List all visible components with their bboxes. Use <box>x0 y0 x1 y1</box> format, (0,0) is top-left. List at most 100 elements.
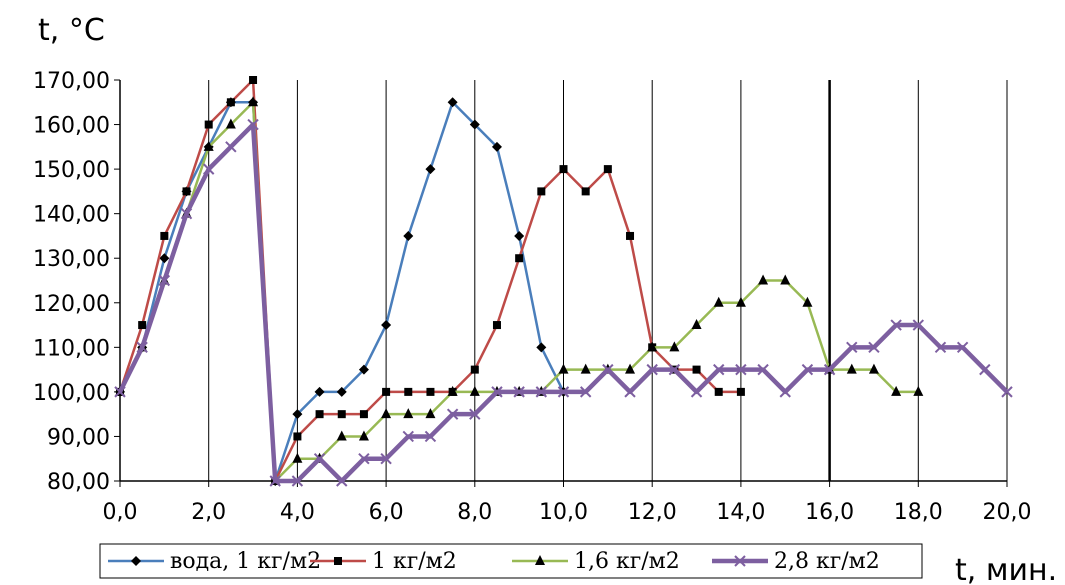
data-point <box>557 386 570 398</box>
data-point <box>558 363 569 374</box>
data-point <box>913 385 924 396</box>
data-point <box>226 98 235 107</box>
x-tick-label: 18,0 <box>894 500 943 525</box>
legend-item: 1 кг/м2 <box>310 549 457 574</box>
x-tick-labels: 0,0 2,0 4,0 6,0 8,0 10,0 12,0 14,0 16,0 18,0 20,0 <box>103 500 1032 525</box>
data-point <box>956 341 969 354</box>
data-point <box>624 386 636 398</box>
data-point <box>314 386 325 397</box>
data-point <box>780 274 791 285</box>
data-point <box>381 320 392 331</box>
data-point <box>292 452 303 463</box>
data-point <box>293 432 302 441</box>
x-tick-label: 12,0 <box>628 500 677 525</box>
legend-label: вода, 1 кг/м2 <box>170 549 321 574</box>
data-point <box>535 386 548 398</box>
x-tick-label: 2,0 <box>191 500 226 525</box>
data-point <box>1001 386 1013 398</box>
legend-item: 2,8 кг/м2 <box>712 549 880 574</box>
series-2 <box>116 76 745 485</box>
data-point <box>757 363 769 376</box>
legend-item: вода, 1 кг/м2 <box>108 549 321 574</box>
y-tick-label: 120,00 <box>33 292 110 317</box>
data-point <box>381 408 392 419</box>
data-point <box>514 230 525 241</box>
data-point <box>159 253 170 264</box>
legend-marker <box>334 557 342 565</box>
x-tick-label: 14,0 <box>716 500 765 525</box>
data-point <box>138 321 147 330</box>
data-point <box>136 341 148 354</box>
data-point <box>203 140 214 151</box>
data-point <box>403 408 414 419</box>
data-point <box>690 386 703 398</box>
data-point <box>823 363 836 376</box>
data-point <box>801 363 814 376</box>
data-point <box>425 408 436 419</box>
data-point <box>559 165 568 174</box>
legend-marker <box>734 555 746 567</box>
data-point <box>404 387 413 396</box>
data-point <box>692 365 701 374</box>
data-point <box>868 363 879 374</box>
axes <box>114 79 1008 487</box>
data-point <box>492 321 501 330</box>
y-tick-label: 90,00 <box>47 425 110 450</box>
data-point <box>890 319 902 331</box>
data-point <box>358 364 369 375</box>
data-point <box>114 386 126 398</box>
data-point <box>669 341 680 352</box>
data-point <box>626 231 635 240</box>
y-tick-label: 150,00 <box>33 158 110 183</box>
data-point <box>846 341 858 354</box>
data-point <box>758 274 769 285</box>
x-tick-label: 4,0 <box>280 500 315 525</box>
data-point <box>447 385 458 396</box>
x-tick-label: 6,0 <box>369 500 404 525</box>
data-point <box>469 408 481 420</box>
x-tick-label: 8,0 <box>457 500 492 525</box>
data-point <box>714 387 723 396</box>
data-point <box>402 430 414 443</box>
data-point <box>358 430 369 441</box>
data-point <box>158 274 171 287</box>
data-point <box>581 187 590 196</box>
data-point <box>603 165 612 174</box>
data-point <box>912 319 925 331</box>
data-point <box>579 386 592 398</box>
data-point <box>979 363 991 376</box>
data-point <box>691 319 702 330</box>
legend-marker <box>131 556 141 566</box>
x-tick-label: 10,0 <box>539 500 588 525</box>
data-point <box>646 363 658 376</box>
data-point <box>491 141 502 152</box>
y-tick-label: 130,00 <box>33 247 110 272</box>
data-point <box>735 296 746 307</box>
series-line <box>118 101 565 483</box>
data-point <box>359 410 368 419</box>
data-point <box>182 187 191 196</box>
legend-marker <box>535 555 545 565</box>
data-point <box>491 386 503 398</box>
x-axis-title: t, мин. <box>955 553 1057 585</box>
data-point <box>337 410 346 419</box>
data-point <box>336 475 348 487</box>
data-point <box>735 363 747 376</box>
data-point <box>891 385 902 396</box>
data-point <box>269 475 281 487</box>
data-point <box>292 409 303 420</box>
legend-label: 1 кг/м2 <box>372 549 457 574</box>
data-point <box>424 430 437 443</box>
data-point <box>382 387 391 396</box>
data-point <box>425 164 436 175</box>
data-point <box>536 342 547 353</box>
data-point <box>426 387 435 396</box>
data-point <box>668 363 681 376</box>
data-point <box>225 118 236 129</box>
legend-label: 1,6 кг/м2 <box>574 549 680 574</box>
data-point <box>247 118 259 131</box>
data-point <box>868 341 880 354</box>
data-point <box>469 119 480 130</box>
y-tick-label: 170,00 <box>33 69 110 94</box>
data-point <box>647 341 658 352</box>
